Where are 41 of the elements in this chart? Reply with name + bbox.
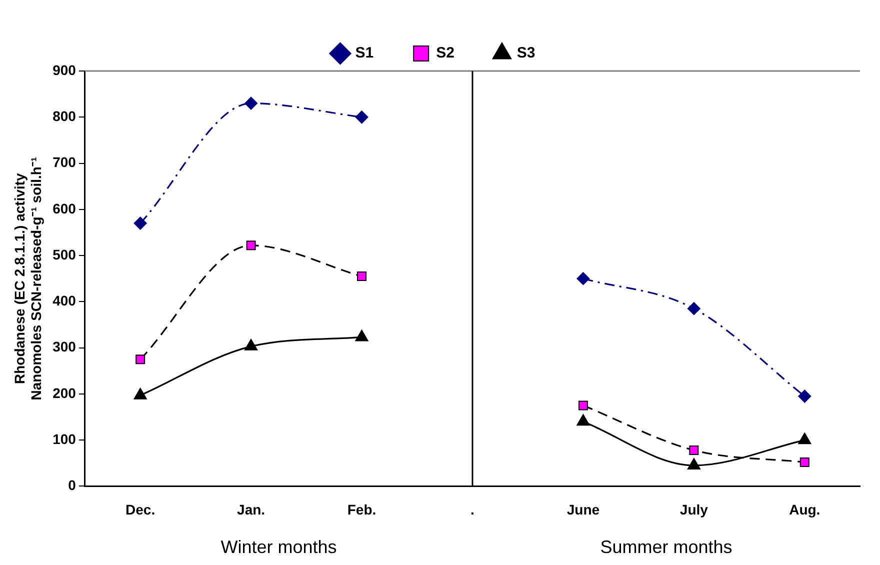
point bbox=[355, 110, 368, 124]
point bbox=[576, 272, 590, 286]
point bbox=[800, 457, 810, 467]
y-tick-label: 0 bbox=[68, 477, 76, 494]
point bbox=[355, 330, 368, 342]
text: Winter months bbox=[220, 537, 337, 557]
x-tick-label: Feb. bbox=[347, 501, 376, 518]
legend-label: S3 bbox=[516, 44, 536, 62]
point bbox=[357, 272, 366, 282]
x-tick-label: Jan. bbox=[237, 501, 266, 518]
y-tick-label: 800 bbox=[52, 108, 76, 124]
y-tick-label: 100 bbox=[52, 430, 76, 447]
y-tick-label: 400 bbox=[52, 292, 76, 309]
y-tick-label: 300 bbox=[52, 338, 76, 355]
y-tick-label: 200 bbox=[52, 384, 76, 401]
point bbox=[134, 388, 147, 400]
point bbox=[798, 390, 812, 403]
point bbox=[136, 354, 146, 364]
point bbox=[687, 458, 700, 470]
x-tick-label: July bbox=[680, 501, 708, 518]
point bbox=[687, 302, 700, 316]
point bbox=[798, 432, 812, 444]
point bbox=[134, 216, 147, 230]
y-tick-label: 900 bbox=[52, 62, 76, 78]
x-tick-label: Aug. bbox=[789, 501, 820, 518]
legend-label: S2 bbox=[436, 44, 454, 62]
point bbox=[576, 414, 590, 426]
x-tick-label: Dec. bbox=[126, 501, 156, 518]
point bbox=[689, 445, 699, 455]
x-tick-label: . bbox=[470, 501, 474, 518]
point bbox=[246, 240, 256, 250]
legend-label: S1 bbox=[355, 44, 374, 62]
y-tick-label: 600 bbox=[52, 200, 76, 216]
point bbox=[244, 96, 258, 110]
point bbox=[578, 400, 588, 410]
y-tick-label: 700 bbox=[52, 154, 76, 170]
text: Summer months bbox=[600, 537, 732, 557]
x-tick-label: June bbox=[566, 501, 600, 518]
point bbox=[244, 338, 258, 350]
y-tick-label: 500 bbox=[52, 246, 76, 262]
y-axis-title: Rhodanese (EC 2.8.1.1.) activity Nanomoles SCN-released-g⁻¹ soil.h⁻¹ bbox=[11, 156, 44, 400]
